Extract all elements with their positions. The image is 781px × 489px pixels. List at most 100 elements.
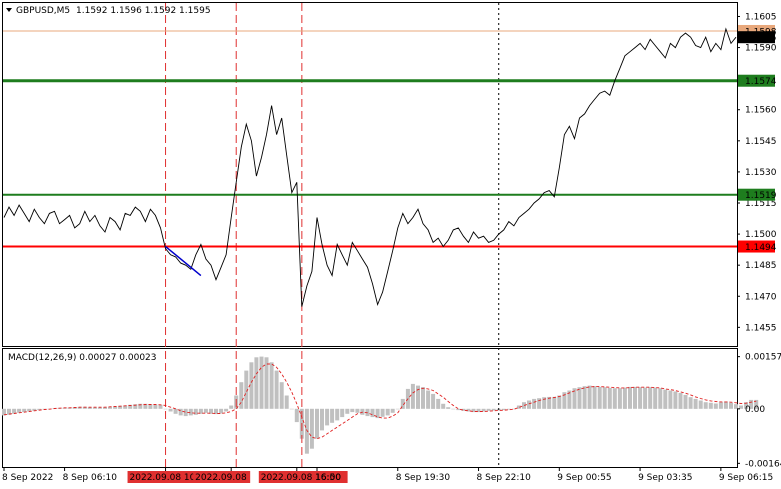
macd-bar: [113, 406, 118, 409]
macd-bar: [436, 398, 441, 409]
price-tick-label: 1.1470: [745, 292, 777, 302]
macd-bar: [663, 389, 668, 409]
macd-bar: [7, 408, 11, 415]
macd-tick-label: 0.00157: [745, 353, 781, 363]
macd-bar: [648, 387, 653, 409]
macd-bar: [739, 405, 743, 409]
macd-bar: [658, 388, 663, 409]
macd-bar: [718, 402, 723, 409]
level-badge: 1.1574: [745, 77, 777, 87]
time-highlight-bg: [258, 471, 348, 483]
macd-bar: [617, 388, 622, 409]
macd-histogram: [2, 356, 759, 454]
macd-bar: [713, 403, 718, 409]
macd-bar: [395, 408, 400, 410]
macd-bar: [198, 408, 203, 414]
macd-bar: [471, 408, 476, 413]
macd-bar: [673, 391, 678, 409]
macd-bar: [572, 388, 577, 409]
macd-bar: [92, 407, 97, 409]
macd-bar: [229, 405, 234, 409]
macd-bar: [87, 407, 92, 409]
price-tick-label: 1.1560: [745, 106, 777, 116]
price-tick-label: 1.1500: [745, 230, 777, 240]
macd-bar: [103, 407, 107, 409]
macd-axis: 0.00157 0.00 -0.00164: [737, 353, 781, 469]
macd-bar: [264, 357, 269, 409]
time-tick-label: 9 Sep 00:55: [557, 473, 611, 483]
price-tick-label: 1.1515: [745, 199, 777, 209]
macd-bar: [431, 393, 436, 409]
level-badge: 1.1494: [745, 243, 777, 253]
macd-bar: [173, 408, 178, 414]
macd-bar: [118, 405, 123, 409]
macd-bar: [219, 408, 224, 414]
macd-bar: [703, 402, 708, 409]
macd-bar: [527, 400, 531, 409]
macd-bar: [441, 403, 446, 409]
macd-bar: [37, 408, 42, 411]
macd-bar: [143, 403, 148, 409]
macd-bar: [633, 386, 637, 409]
macd-bar: [723, 401, 728, 409]
macd-bar: [77, 406, 82, 409]
macd-bar: [22, 408, 27, 413]
macd-bar: [188, 408, 193, 416]
macd-bar: [289, 408, 294, 410]
macd-bar: [294, 408, 299, 423]
price-tick-label: 1.1590: [745, 44, 777, 54]
current-price-badge: 1.1595: [745, 34, 777, 44]
macd-bar: [224, 408, 229, 412]
macd-bar: [168, 408, 173, 412]
macd-bar: [547, 396, 552, 409]
macd-bar: [284, 395, 289, 409]
macd-bar: [123, 405, 128, 409]
time-tick-label: 8 Sep 06:10: [63, 473, 118, 483]
macd-bar: [537, 398, 542, 409]
macd-bar: [335, 408, 340, 421]
time-axis: 8 Sep 2022 8 Sep 06:10 2022.09.08 10:15202…: [2, 467, 773, 483]
macd-signal-line: [3, 363, 757, 440]
macd-bar: [239, 382, 244, 409]
macd-bar: [27, 408, 32, 412]
macd-bar: [214, 408, 218, 415]
macd-bar: [729, 402, 733, 409]
macd-bar: [486, 408, 491, 411]
macd-bar: [506, 408, 511, 410]
macd-bar: [400, 398, 405, 409]
macd-bar: [304, 408, 309, 454]
macd-bar: [138, 403, 143, 409]
macd-bar: [330, 408, 335, 423]
macd-bar: [532, 398, 537, 409]
macd-bar: [249, 362, 254, 409]
time-tick-label: 8 Sep 2022: [2, 473, 53, 483]
macd-bar: [380, 408, 385, 417]
level-badge-bg: [738, 240, 775, 253]
macd-bar: [612, 388, 617, 409]
macd-bar: [451, 408, 456, 410]
symbol-dropdown-icon[interactable]: [6, 8, 12, 12]
macd-bar: [309, 408, 314, 449]
macd-bar: [749, 399, 754, 409]
symbol-label[interactable]: GBPUSD,M5: [16, 6, 70, 16]
macd-bar: [466, 408, 471, 412]
price-tick-label: 1.1545: [745, 137, 777, 147]
level-badge: 1.1519: [745, 191, 777, 201]
macd-bar: [582, 386, 587, 409]
macd-bar: [350, 408, 355, 413]
macd-bar: [203, 408, 208, 413]
macd-bar: [481, 408, 486, 412]
macd-bar: [607, 387, 612, 409]
macd-bar: [461, 408, 466, 411]
time-tick-label: 8 Sep 19:30: [396, 473, 451, 483]
level-badge-bg: [738, 74, 775, 87]
macd-bar: [754, 399, 759, 409]
macd-bar: [148, 404, 153, 409]
macd-bar: [390, 408, 395, 413]
macd-bar: [446, 407, 451, 409]
time-tick-label: 9 Sep 03:35: [638, 473, 692, 483]
macd-bar: [183, 408, 188, 417]
trend-line: [165, 245, 202, 277]
time-highlight-bg: [193, 471, 251, 483]
macd-bar: [370, 408, 375, 418]
